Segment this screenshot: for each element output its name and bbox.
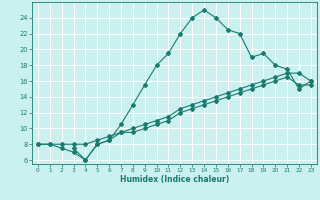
X-axis label: Humidex (Indice chaleur): Humidex (Indice chaleur) (120, 175, 229, 184)
